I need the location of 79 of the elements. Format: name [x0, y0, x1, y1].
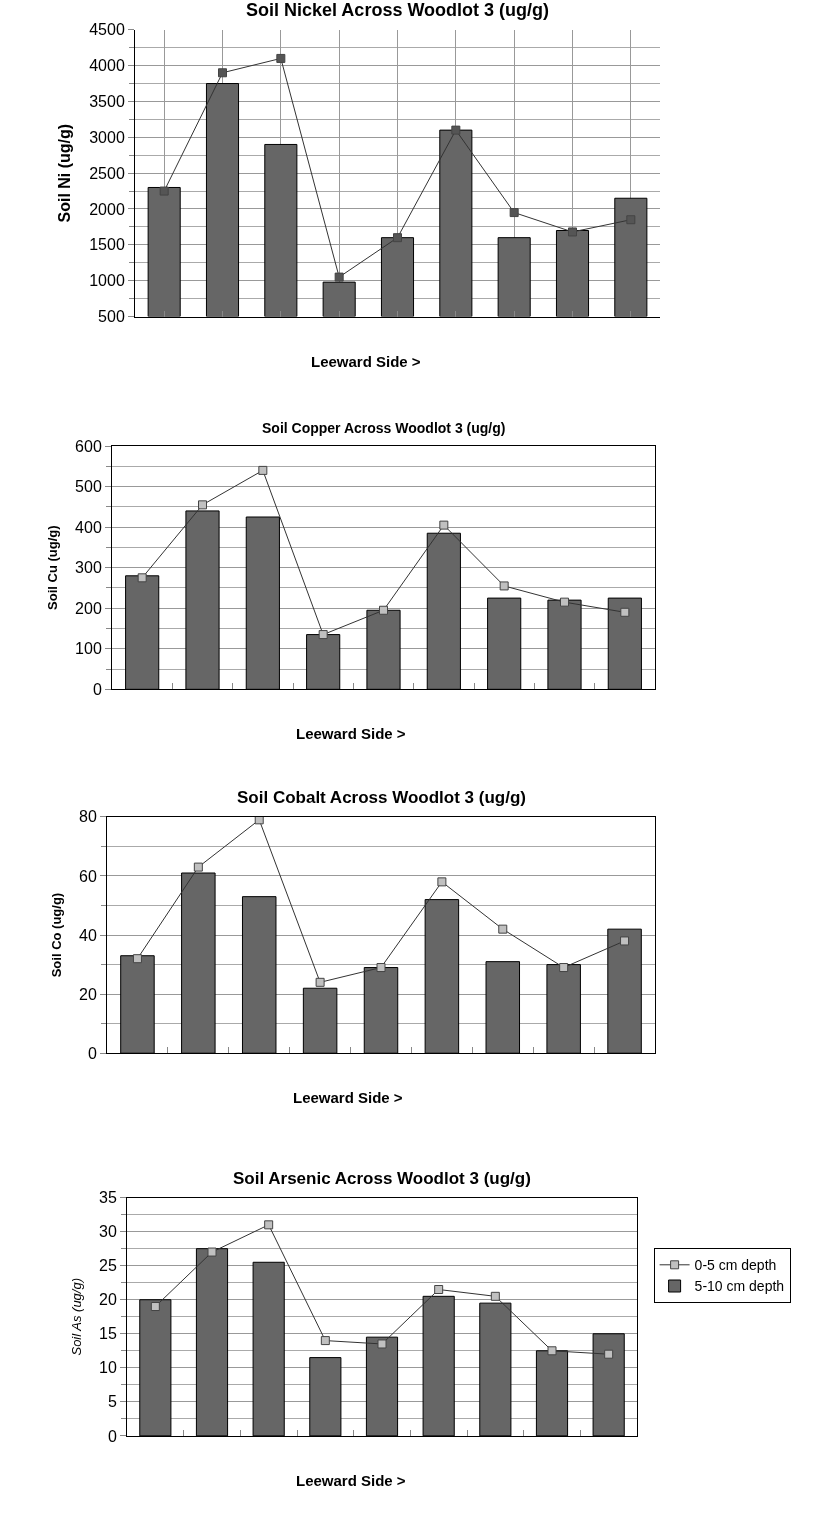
y-tick-label: 100 [75, 640, 102, 658]
y-axis-title: Soil As (ug/g) [68, 1277, 84, 1356]
y-tick-label: 500 [98, 308, 125, 326]
legend-label: 5-10 cm depth [694, 1278, 785, 1295]
point [490, 1291, 500, 1301]
y-tick-label: 500 [75, 478, 102, 496]
point [626, 215, 636, 225]
y-tick-label: 35 [99, 1189, 117, 1207]
point [207, 1247, 217, 1257]
y-tick-label: 20 [79, 985, 97, 1003]
chart-title: Soil Copper Across Woodlot 3 (ug/g) [262, 420, 506, 436]
y-tick-label: 3000 [89, 128, 125, 146]
point [258, 465, 268, 475]
point [434, 1285, 444, 1295]
y-tick-label: 30 [99, 1223, 117, 1241]
y-tick-label: 60 [79, 867, 97, 885]
text: Leeward Side > [311, 353, 421, 370]
y-tick-label: 300 [75, 559, 102, 577]
y-axis-title: Soil Ni (ug/g) [56, 123, 74, 223]
chart-title: Soil Cobalt Across Woodlot 3 (ug/g) [237, 788, 526, 807]
point [439, 520, 449, 530]
y-tick-label: 1500 [89, 236, 125, 254]
point [132, 954, 142, 964]
point [437, 877, 447, 887]
y-axis-title: Soil Co (ug/g) [48, 892, 64, 978]
point [498, 924, 508, 934]
text: Leeward Side > [293, 1089, 403, 1106]
text: Leeward Side > [296, 1472, 406, 1489]
point [193, 862, 203, 872]
point [379, 605, 388, 615]
chart-title: Soil Arsenic Across Woodlot 3 (ug/g) [233, 1169, 531, 1188]
point [218, 68, 227, 78]
y-tick-label: 400 [75, 518, 102, 536]
point [559, 963, 569, 973]
point [264, 1220, 274, 1230]
y-tick-label: 200 [75, 599, 102, 617]
y-tick-label: 1000 [89, 272, 125, 290]
point [334, 272, 344, 282]
point [276, 53, 286, 63]
y-axis-title: Soil Cu (ug/g) [45, 525, 61, 610]
y-tick-label: 4500 [89, 21, 125, 39]
y-tick-label: 5 [107, 1393, 117, 1411]
chart-title: Soil Nickel Across Woodlot 3 (ug/g) [246, 0, 550, 20]
y-tick-label: 4000 [89, 57, 125, 75]
point [159, 186, 169, 196]
y-tick-label: 20 [99, 1291, 117, 1309]
y-tick-label: 0 [92, 680, 102, 698]
y-tick-label: 25 [99, 1257, 117, 1275]
point [604, 1349, 614, 1359]
point [451, 125, 461, 135]
point [568, 227, 577, 237]
legend-label: 0-5 cm depth [694, 1257, 777, 1274]
y-tick-label: 0 [87, 1044, 97, 1062]
y-tick-label: 2500 [89, 164, 125, 182]
point [198, 500, 207, 510]
point [560, 597, 569, 607]
point [620, 607, 630, 617]
point [499, 581, 509, 591]
y-tick-label: 80 [79, 808, 97, 826]
y-tick-label: 15 [99, 1325, 117, 1343]
point [315, 977, 325, 987]
point [376, 963, 386, 973]
point [254, 816, 264, 825]
point [137, 573, 147, 583]
point [318, 630, 328, 640]
y-tick-label: 3500 [89, 93, 125, 111]
text: Leeward Side > [296, 725, 406, 742]
point [320, 1336, 330, 1346]
y-tick-label: 2000 [89, 200, 125, 218]
point [620, 936, 630, 946]
y-tick-label: 10 [99, 1359, 117, 1377]
point [377, 1339, 387, 1349]
point [509, 208, 519, 218]
y-tick-label: 0 [107, 1427, 117, 1445]
point [393, 233, 402, 243]
y-tick-label: 600 [75, 437, 102, 455]
y-tick-label: 40 [79, 926, 97, 944]
point [547, 1346, 557, 1356]
point [150, 1302, 160, 1312]
